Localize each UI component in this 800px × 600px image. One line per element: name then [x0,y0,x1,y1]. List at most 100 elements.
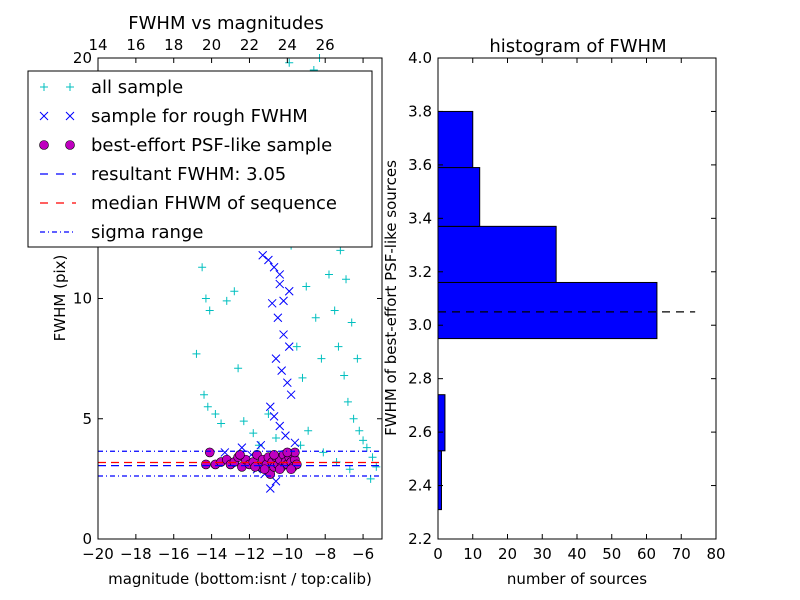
data-point [273,313,283,323]
histogram-bar-5 [437,110,474,169]
legend-label: best-effort PSF-like sample [91,135,332,156]
y-tick-label: 3.4 [408,209,432,227]
scatter-xlabel: magnitude (bottom:isnt / top:calib) [108,570,372,588]
legend-entry-0: all sample [40,77,183,98]
histogram-data-layer [437,110,696,511]
data-point [359,436,368,445]
data-point [192,349,201,358]
x-tick-label: −6 [352,545,374,563]
histogram-bar-1 [437,394,446,452]
top-tick-label: 14 [88,36,107,54]
data-point [298,373,307,382]
data-point [203,402,212,411]
data-point [275,270,285,279]
x-tick-label: −10 [272,545,304,563]
data-point [353,354,362,363]
legend-entry-5: sigma range [40,222,203,243]
histogram-panel: histogram of FWHM 0 10 20 30 40 50 60 70 80 2.2 2.… [382,36,726,588]
data-point [256,440,266,450]
top-tick-label: 22 [240,36,259,54]
histogram-axes-frame [437,57,717,540]
data-point [204,447,215,458]
x-tick-label: 20 [498,545,517,563]
x-tick-label: −18 [120,545,152,563]
data-point [271,433,280,442]
scatter-data-layer [98,54,382,493]
x-tick-label: −12 [234,545,266,563]
data-point [292,342,301,351]
data-point [349,414,358,423]
histogram-ylabel: FWHM of best-effort PSF-like sources [382,160,400,436]
data-point [343,397,352,406]
data-point [230,287,239,296]
y-tick-label: 2.6 [408,423,432,441]
data-point [277,366,287,376]
data-point [264,255,273,265]
x-tick-label: −16 [158,545,190,563]
y-tick-label: 20 [73,49,92,67]
legend-label: sample for rough FWHM [91,106,308,127]
y-tick-label: 2.2 [408,530,432,548]
data-point [275,279,285,289]
data-point [336,246,345,255]
y-tick-label: 3.6 [408,156,432,174]
data-point [217,419,226,428]
data-point [265,484,275,493]
data-point [269,411,279,421]
scatter-title: FWHM vs magnitudes [128,13,323,34]
data-point [334,342,343,351]
legend-marker [66,83,74,91]
data-point [302,282,311,291]
data-point [234,364,243,373]
data-point [211,409,220,418]
legend-entry-3: resultant FWHM: 3.05 [40,164,286,185]
top-tick-label: 24 [278,36,297,54]
legend-label: resultant FWHM: 3.05 [91,164,286,185]
data-point [355,426,364,435]
data-point [330,306,339,315]
scatter-panel: FWHM vs magnitudes −20 −18 −16 −14 −12 −10 −8−… [27,13,383,588]
data-point [254,441,263,450]
data-point [282,447,293,458]
data-point [269,262,279,272]
data-point [239,417,248,426]
y-tick-label: 2.4 [408,477,432,495]
data-point [362,443,371,452]
x-tick-label: −14 [196,545,228,563]
data-point [279,296,288,306]
data-point [342,275,351,284]
series-circle-2 [201,447,302,479]
top-tick-label: 18 [164,36,183,54]
x-tick-label: −20 [82,545,114,563]
data-point [258,250,268,260]
data-point [235,450,245,460]
data-point [201,459,211,470]
scatter-ylabel: FWHM (pix) [51,255,69,342]
y-tick-label: 10 [73,290,92,308]
legend: all sample sample for rough FWHM best-effo… [27,70,373,248]
data-point [304,426,313,435]
histogram-ticks: 0 10 20 30 40 50 60 70 80 2.2 2.4 2.6 2.8 3.0 3.2 3.4 3.… [408,49,725,563]
data-point [222,296,231,305]
x-tick-label: 50 [602,545,621,563]
x-tick-label: 0 [433,545,443,563]
y-tick-label: 3.8 [408,102,432,120]
legend-marker [65,111,75,121]
histogram-bar-0 [437,450,442,511]
data-point [265,402,275,412]
data-point [286,390,296,400]
y-tick-label: 3.2 [408,263,432,281]
data-point [347,318,356,327]
data-point [200,390,209,399]
y-tick-label: 3.0 [408,316,432,334]
x-tick-label: −8 [314,545,336,563]
data-point [311,313,320,322]
data-point [271,354,281,363]
legend-box [27,70,373,248]
data-point [201,294,210,303]
data-point [319,448,328,457]
legend-entry-4: median FHWM of sequence [40,193,337,214]
data-point [286,464,296,475]
data-point [279,330,288,339]
